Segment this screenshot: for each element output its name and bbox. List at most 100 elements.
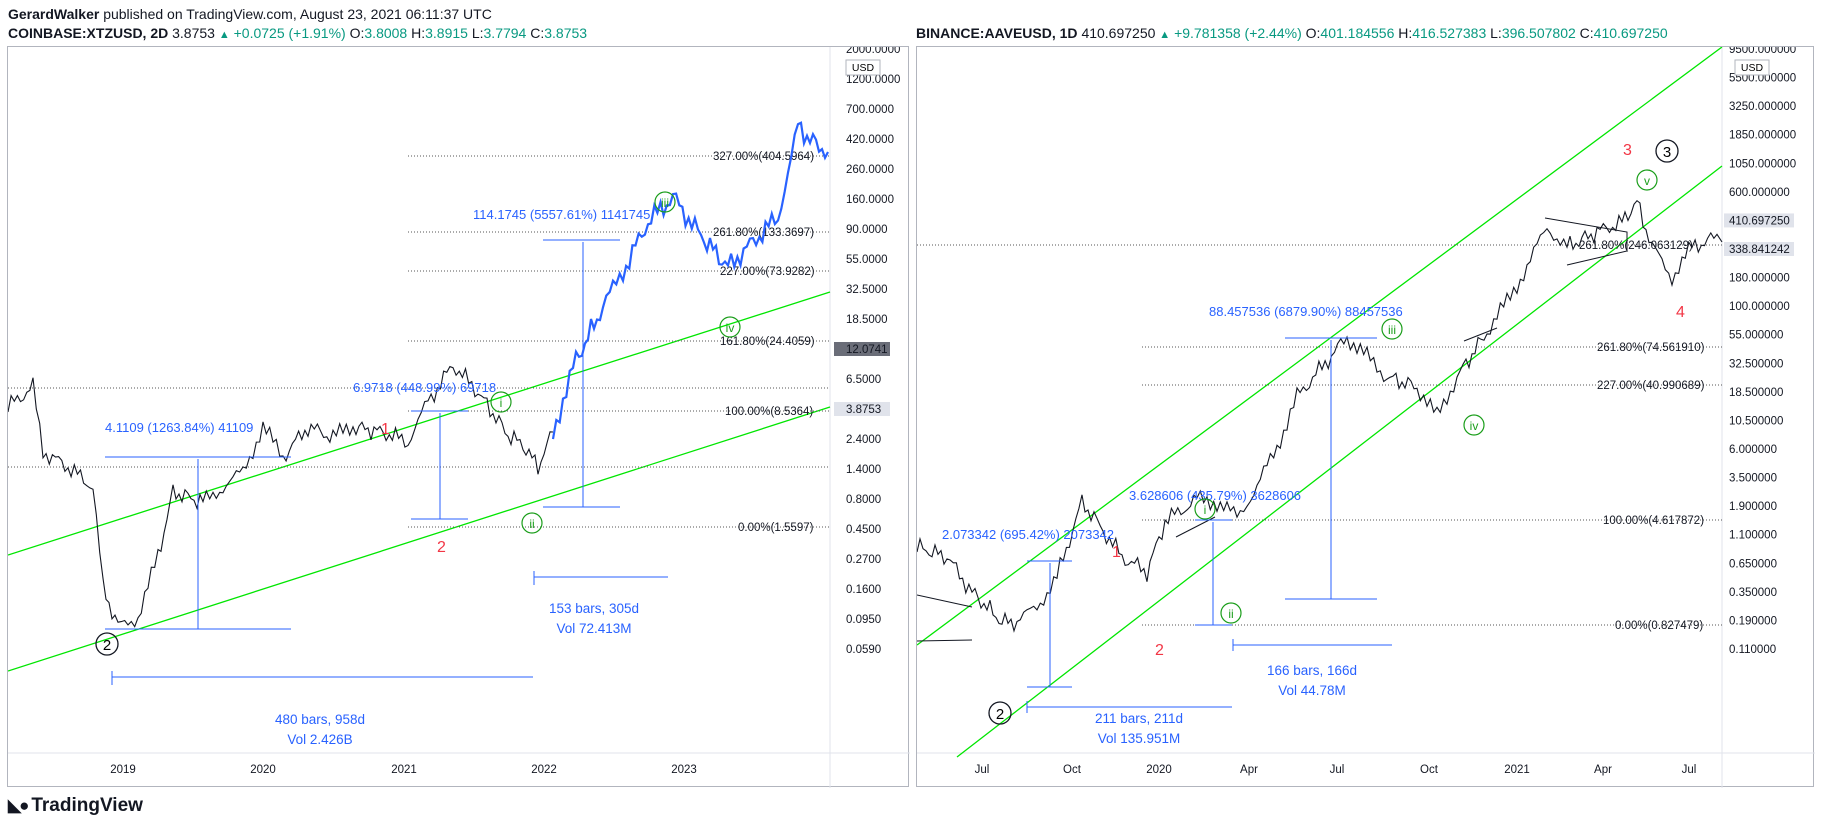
low-label: L: bbox=[471, 25, 484, 41]
time-tick: Jul bbox=[1682, 764, 1697, 776]
price-tick: 160.0000 bbox=[846, 194, 894, 206]
right-last: 410.697250 bbox=[1081, 25, 1156, 41]
wave-red-2: 2 bbox=[437, 539, 446, 556]
wave-i: i bbox=[1204, 503, 1207, 517]
time-tick: 2021 bbox=[391, 764, 417, 776]
right-chart-panel[interactable]: 9500.000000 5500.000000 3250.000000 1850.00… bbox=[916, 46, 1815, 788]
low-label: L: bbox=[1490, 25, 1502, 41]
price-tick: 32.5000 bbox=[846, 284, 888, 296]
price-tick: 1.100000 bbox=[1729, 530, 1777, 542]
price-tick: 100.000000 bbox=[1729, 301, 1790, 313]
price-tick: 6.000000 bbox=[1729, 444, 1777, 456]
right-open: 401.184556 bbox=[1320, 25, 1395, 41]
price-tick: 55.0000 bbox=[846, 254, 888, 266]
price-tick: 700.0000 bbox=[846, 104, 894, 116]
price-tick: 3.500000 bbox=[1729, 473, 1777, 485]
high-label: H: bbox=[411, 25, 426, 41]
left-low: 3.7794 bbox=[483, 25, 527, 41]
price-tick: 10.500000 bbox=[1729, 415, 1783, 427]
left-high: 3.8915 bbox=[425, 25, 468, 41]
fib-261: 261.80%(74.561910) bbox=[1597, 342, 1705, 354]
fib-261-top: 261.80%(246.063129) bbox=[1579, 240, 1693, 252]
fib-100: 100.00%(4.617872) bbox=[1603, 515, 1704, 527]
price-tick: 1850.000000 bbox=[1729, 130, 1796, 142]
right-symbol[interactable]: BINANCE:AAVEUSD, 1D bbox=[916, 25, 1078, 41]
time-tick: Jul bbox=[975, 764, 990, 776]
range-vol-1: Vol 135.951M bbox=[1098, 731, 1181, 746]
right-change: +9.781358 (+2.44%) bbox=[1174, 25, 1302, 41]
currency-badge[interactable]: USD bbox=[852, 62, 875, 74]
tradingview-brand[interactable]: ◣● TradingView bbox=[8, 795, 143, 817]
up-arrow-icon: ▲ bbox=[1159, 29, 1171, 41]
price-tick: 0.0590 bbox=[846, 644, 881, 656]
price-tick: 32.500000 bbox=[1729, 358, 1783, 370]
open-label: O: bbox=[349, 25, 365, 41]
price-tick: 180.000000 bbox=[1729, 273, 1790, 285]
measure-label-2: 3.628606 (435.79%) 3628606 bbox=[1129, 488, 1301, 503]
time-tick: Oct bbox=[1063, 764, 1082, 776]
time-tick: 2021 bbox=[1504, 764, 1530, 776]
wave-i: i bbox=[500, 396, 503, 410]
right-high: 416.527383 bbox=[1412, 25, 1487, 41]
close-label: C: bbox=[530, 25, 545, 41]
price-tick: 3250.000000 bbox=[1729, 101, 1796, 113]
author-name[interactable]: GerardWalker bbox=[8, 6, 100, 22]
price-tick: 600.000000 bbox=[1729, 187, 1790, 199]
fib-0: 0.00%(0.827479) bbox=[1615, 620, 1703, 632]
price-tick: 55.000000 bbox=[1729, 330, 1783, 342]
price-tick: 12.0741 bbox=[846, 344, 888, 356]
open-label: O: bbox=[1305, 25, 1321, 41]
wave-black-3: 3 bbox=[1663, 144, 1671, 161]
time-tick: 2020 bbox=[1146, 764, 1172, 776]
left-chart-svg[interactable]: 2000.0000 1200.0000 700.0000 420.0000 260.00… bbox=[8, 47, 910, 788]
wave-red-1: 1 bbox=[381, 421, 390, 438]
fib-227: 227.00%(73.9282) bbox=[720, 266, 815, 278]
fib-161: 161.80%(24.4059) bbox=[720, 336, 815, 348]
price-tick: 18.5000 bbox=[846, 314, 888, 326]
time-tick: Apr bbox=[1594, 764, 1612, 776]
high-label: H: bbox=[1398, 25, 1413, 41]
left-chart-panel[interactable]: 2000.0000 1200.0000 700.0000 420.0000 260.00… bbox=[7, 46, 910, 788]
measure-label-3: 114.1745 (5557.61%) 1141745 bbox=[473, 207, 650, 222]
right-low: 396.507802 bbox=[1501, 25, 1576, 41]
wave-red-2: 2 bbox=[1155, 642, 1164, 659]
range-vol-2: Vol 44.78M bbox=[1278, 683, 1346, 698]
range-label-1: 211 bars, 211d bbox=[1095, 711, 1183, 726]
wave-black-2: 2 bbox=[103, 637, 111, 654]
price-tick: 0.110000 bbox=[1729, 644, 1776, 656]
tradingview-logo-icon: ◣● bbox=[8, 796, 29, 815]
fib-327: 327.00%(404.5964) bbox=[713, 151, 814, 163]
left-symbol[interactable]: COINBASE:XTZUSD, 2D bbox=[8, 25, 169, 41]
price-tick: 338.841242 bbox=[1729, 244, 1790, 256]
price-tick: 1200.0000 bbox=[846, 74, 900, 86]
right-chart-svg[interactable]: 9500.000000 5500.000000 3250.000000 1850.00… bbox=[917, 47, 1815, 788]
price-tick: 1050.000000 bbox=[1729, 158, 1796, 170]
price-tick: 2.4000 bbox=[846, 434, 881, 446]
fib-100: 100.00%(8.5364) bbox=[725, 406, 813, 418]
wave-iv: iv bbox=[726, 321, 735, 335]
price-tick: 2000.0000 bbox=[846, 47, 900, 56]
price-tick: 0.8000 bbox=[846, 494, 881, 506]
price-tick: 0.2700 bbox=[846, 554, 881, 566]
time-tick: 2022 bbox=[531, 764, 557, 776]
price-tick: 0.650000 bbox=[1729, 558, 1777, 570]
price-tick: 0.190000 bbox=[1729, 615, 1777, 627]
price-tick: 0.0950 bbox=[846, 614, 881, 626]
measure-label-1: 2.073342 (695.42%) 2073342 bbox=[942, 527, 1114, 542]
right-symbol-bar: BINANCE:AAVEUSD, 1D 410.697250 ▲ +9.7813… bbox=[916, 25, 1668, 41]
publish-info: GerardWalker published on TradingView.co… bbox=[8, 6, 492, 22]
price-tick: 420.0000 bbox=[846, 134, 894, 146]
fib-0: 0.00%(1.5597) bbox=[738, 522, 814, 534]
close-label: C: bbox=[1579, 25, 1594, 41]
wave-iii: iii bbox=[1388, 323, 1396, 337]
left-change: +0.0725 (+1.91%) bbox=[233, 25, 346, 41]
wave-red-1: 1 bbox=[1112, 544, 1121, 561]
price-tick: 18.500000 bbox=[1729, 387, 1783, 399]
range-vol-2: Vol 72.413M bbox=[556, 621, 631, 636]
currency-badge[interactable]: USD bbox=[1741, 62, 1764, 74]
wave-black-2: 2 bbox=[996, 706, 1004, 723]
wave-iv: iv bbox=[1470, 419, 1479, 433]
price-tick: 90.0000 bbox=[846, 224, 888, 236]
range-label-1: 480 bars, 958d bbox=[275, 712, 365, 727]
left-close: 3.8753 bbox=[544, 25, 588, 41]
